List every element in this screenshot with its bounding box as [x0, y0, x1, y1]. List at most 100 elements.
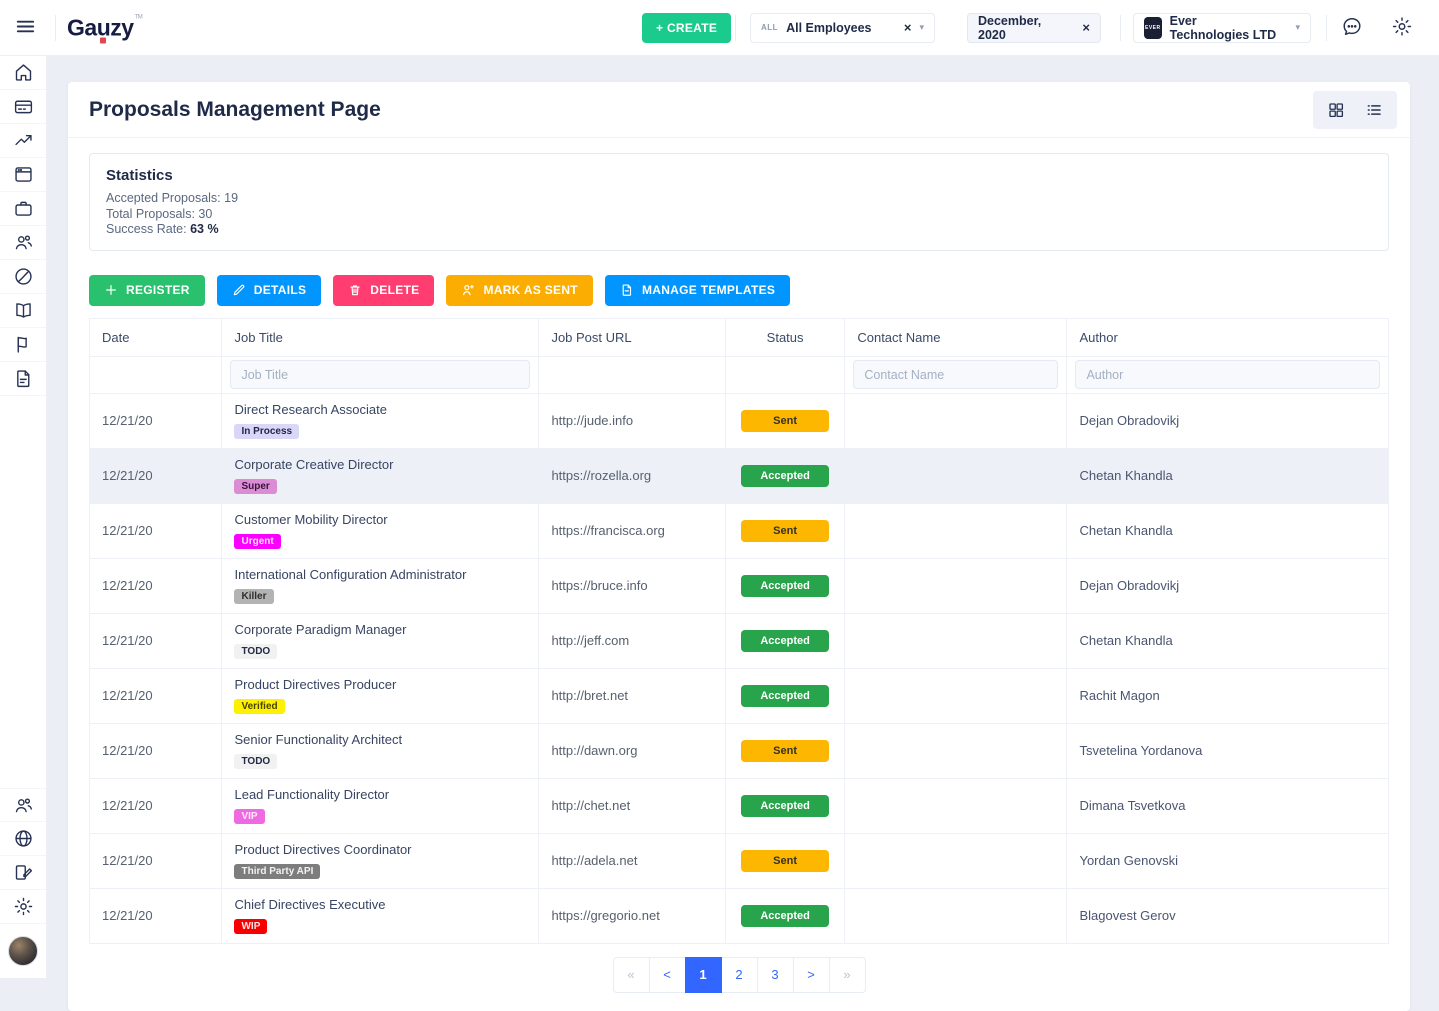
sidebar-item-sales[interactable]: [0, 124, 46, 158]
register-button[interactable]: REGISTER: [89, 275, 205, 306]
book-open-icon: [13, 300, 34, 321]
table-row[interactable]: 12/21/20 Direct Research Associate In Pr…: [90, 393, 1389, 448]
sidebar-item-contacts[interactable]: [0, 294, 46, 328]
sidebar-item-languages[interactable]: [0, 822, 46, 856]
cell-date: 12/21/20: [90, 668, 222, 723]
table-body: 12/21/20 Direct Research Associate In Pr…: [90, 393, 1389, 943]
pagination-item[interactable]: <: [649, 957, 686, 993]
compass-icon: [13, 266, 34, 287]
sidebar-bottom-group: [0, 788, 46, 978]
create-button[interactable]: + CREATE: [642, 13, 731, 43]
user-avatar[interactable]: [8, 936, 38, 966]
header-status[interactable]: Status: [725, 318, 845, 356]
browser-window-icon: [13, 164, 34, 185]
sidebar-item-dashboard[interactable]: [0, 56, 46, 90]
cell-job-post-url: http://adela.net: [539, 833, 725, 888]
cell-status: Accepted: [725, 448, 845, 503]
sidebar-item-employees[interactable]: [0, 226, 46, 260]
job-title-filter-input[interactable]: [230, 360, 530, 389]
employee-select[interactable]: ALL All Employees × ▾: [750, 13, 935, 43]
pagination: « < 1 2 3 > »: [89, 957, 1389, 993]
pagination-item[interactable]: 1: [685, 957, 722, 993]
date-select-value: December, 2020: [978, 14, 1066, 42]
logo-tm: TM: [135, 14, 143, 20]
header-job-title[interactable]: Job Title: [222, 318, 539, 356]
pagination-item[interactable]: 2: [721, 957, 758, 993]
table-row[interactable]: 12/21/20 Corporate Paradigm Manager TODO…: [90, 613, 1389, 668]
cell-job-title: Product Directives Coordinator Third Par…: [222, 833, 539, 888]
table-row[interactable]: 12/21/20 Senior Functionality Architect …: [90, 723, 1389, 778]
job-title-text: Direct Research Associate: [234, 402, 526, 417]
menu-icon: [14, 15, 37, 38]
header-job-post-url[interactable]: Job Post URL: [539, 318, 725, 356]
list-view-button[interactable]: [1359, 95, 1389, 125]
cell-job-post-url: http://bret.net: [539, 668, 725, 723]
status-badge: Sent: [741, 740, 829, 762]
grid-view-button[interactable]: [1321, 95, 1351, 125]
trending-up-icon: [13, 130, 34, 151]
contact-name-filter-input[interactable]: [853, 360, 1058, 389]
author-filter-input[interactable]: [1075, 360, 1380, 389]
flag-icon: [13, 334, 34, 355]
cell-date: 12/21/20: [90, 778, 222, 833]
users-icon: [13, 232, 34, 253]
divider: [1120, 15, 1121, 41]
cell-status: Accepted: [725, 668, 845, 723]
cell-job-title: Product Directives Producer Verified: [222, 668, 539, 723]
sidebar-toggle-button[interactable]: [14, 15, 37, 41]
cell-status: Accepted: [725, 778, 845, 833]
chat-button[interactable]: [1341, 15, 1363, 40]
app-logo[interactable]: GauzyTM: [67, 14, 142, 41]
globe-icon: [13, 828, 34, 849]
sidebar-item-organization[interactable]: [0, 260, 46, 294]
view-toggle-group: [1313, 91, 1397, 129]
clear-date-icon[interactable]: ×: [1082, 20, 1090, 35]
header-date[interactable]: Date: [90, 318, 222, 356]
grid-icon: [1327, 101, 1345, 119]
table-row[interactable]: 12/21/20 Lead Functionality Director VIP…: [90, 778, 1389, 833]
table-row[interactable]: 12/21/20 Corporate Creative Director Sup…: [90, 448, 1389, 503]
sidebar: [0, 56, 47, 978]
mark-as-sent-button[interactable]: MARK AS SENT: [446, 275, 593, 306]
settings-button[interactable]: [1391, 15, 1413, 40]
cell-date: 12/21/20: [90, 723, 222, 778]
pagination-item[interactable]: >: [793, 957, 830, 993]
sidebar-item-proposals[interactable]: [0, 362, 46, 396]
cell-author: Tsvetelina Yordanova: [1067, 723, 1389, 778]
plus-icon: [104, 283, 118, 297]
manage-templates-button[interactable]: MANAGE TEMPLATES: [605, 275, 790, 306]
delete-button[interactable]: DELETE: [333, 275, 434, 306]
pagination-item[interactable]: 3: [757, 957, 794, 993]
stat-value: 19: [224, 191, 238, 205]
sidebar-item-jobs[interactable]: [0, 192, 46, 226]
employee-select-value: All Employees: [786, 21, 871, 35]
cell-job-post-url: https://francisca.org: [539, 503, 725, 558]
sidebar-item-goals[interactable]: [0, 328, 46, 362]
date-select[interactable]: December, 2020 ×: [967, 13, 1101, 43]
cell-contact-name: [845, 558, 1067, 613]
divider: [735, 15, 736, 41]
stat-value: 63 %: [190, 222, 219, 236]
table-row[interactable]: 12/21/20 Product Directives Producer Ver…: [90, 668, 1389, 723]
cell-author: Yordan Genovski: [1067, 833, 1389, 888]
job-title-text: Lead Functionality Director: [234, 787, 526, 802]
header-author[interactable]: Author: [1067, 318, 1389, 356]
table-row[interactable]: 12/21/20 Chief Directives Executive WIP …: [90, 888, 1389, 943]
table-row[interactable]: 12/21/20 International Configuration Adm…: [90, 558, 1389, 613]
organization-select[interactable]: EVER Ever Technologies LTD ▾: [1133, 13, 1311, 43]
header-contact-name[interactable]: Contact Name: [845, 318, 1067, 356]
proposals-table: Date Job Title Job Post URL Status Conta…: [89, 318, 1389, 993]
cell-date: 12/21/20: [90, 393, 222, 448]
sidebar-item-tasks[interactable]: [0, 158, 46, 192]
sidebar-item-teams[interactable]: [0, 788, 46, 822]
sidebar-item-settings[interactable]: [0, 890, 46, 924]
sidebar-item-reports[interactable]: [0, 856, 46, 890]
sidebar-item-accounting[interactable]: [0, 90, 46, 124]
job-tag: Third Party API: [234, 864, 320, 879]
cell-job-title: Senior Functionality Architect TODO: [222, 723, 539, 778]
clear-employee-icon[interactable]: ×: [904, 20, 912, 35]
details-button[interactable]: DETAILS: [217, 275, 322, 306]
table-row[interactable]: 12/21/20 Customer Mobility Director Urge…: [90, 503, 1389, 558]
divider: [55, 15, 56, 41]
table-row[interactable]: 12/21/20 Product Directives Coordinator …: [90, 833, 1389, 888]
